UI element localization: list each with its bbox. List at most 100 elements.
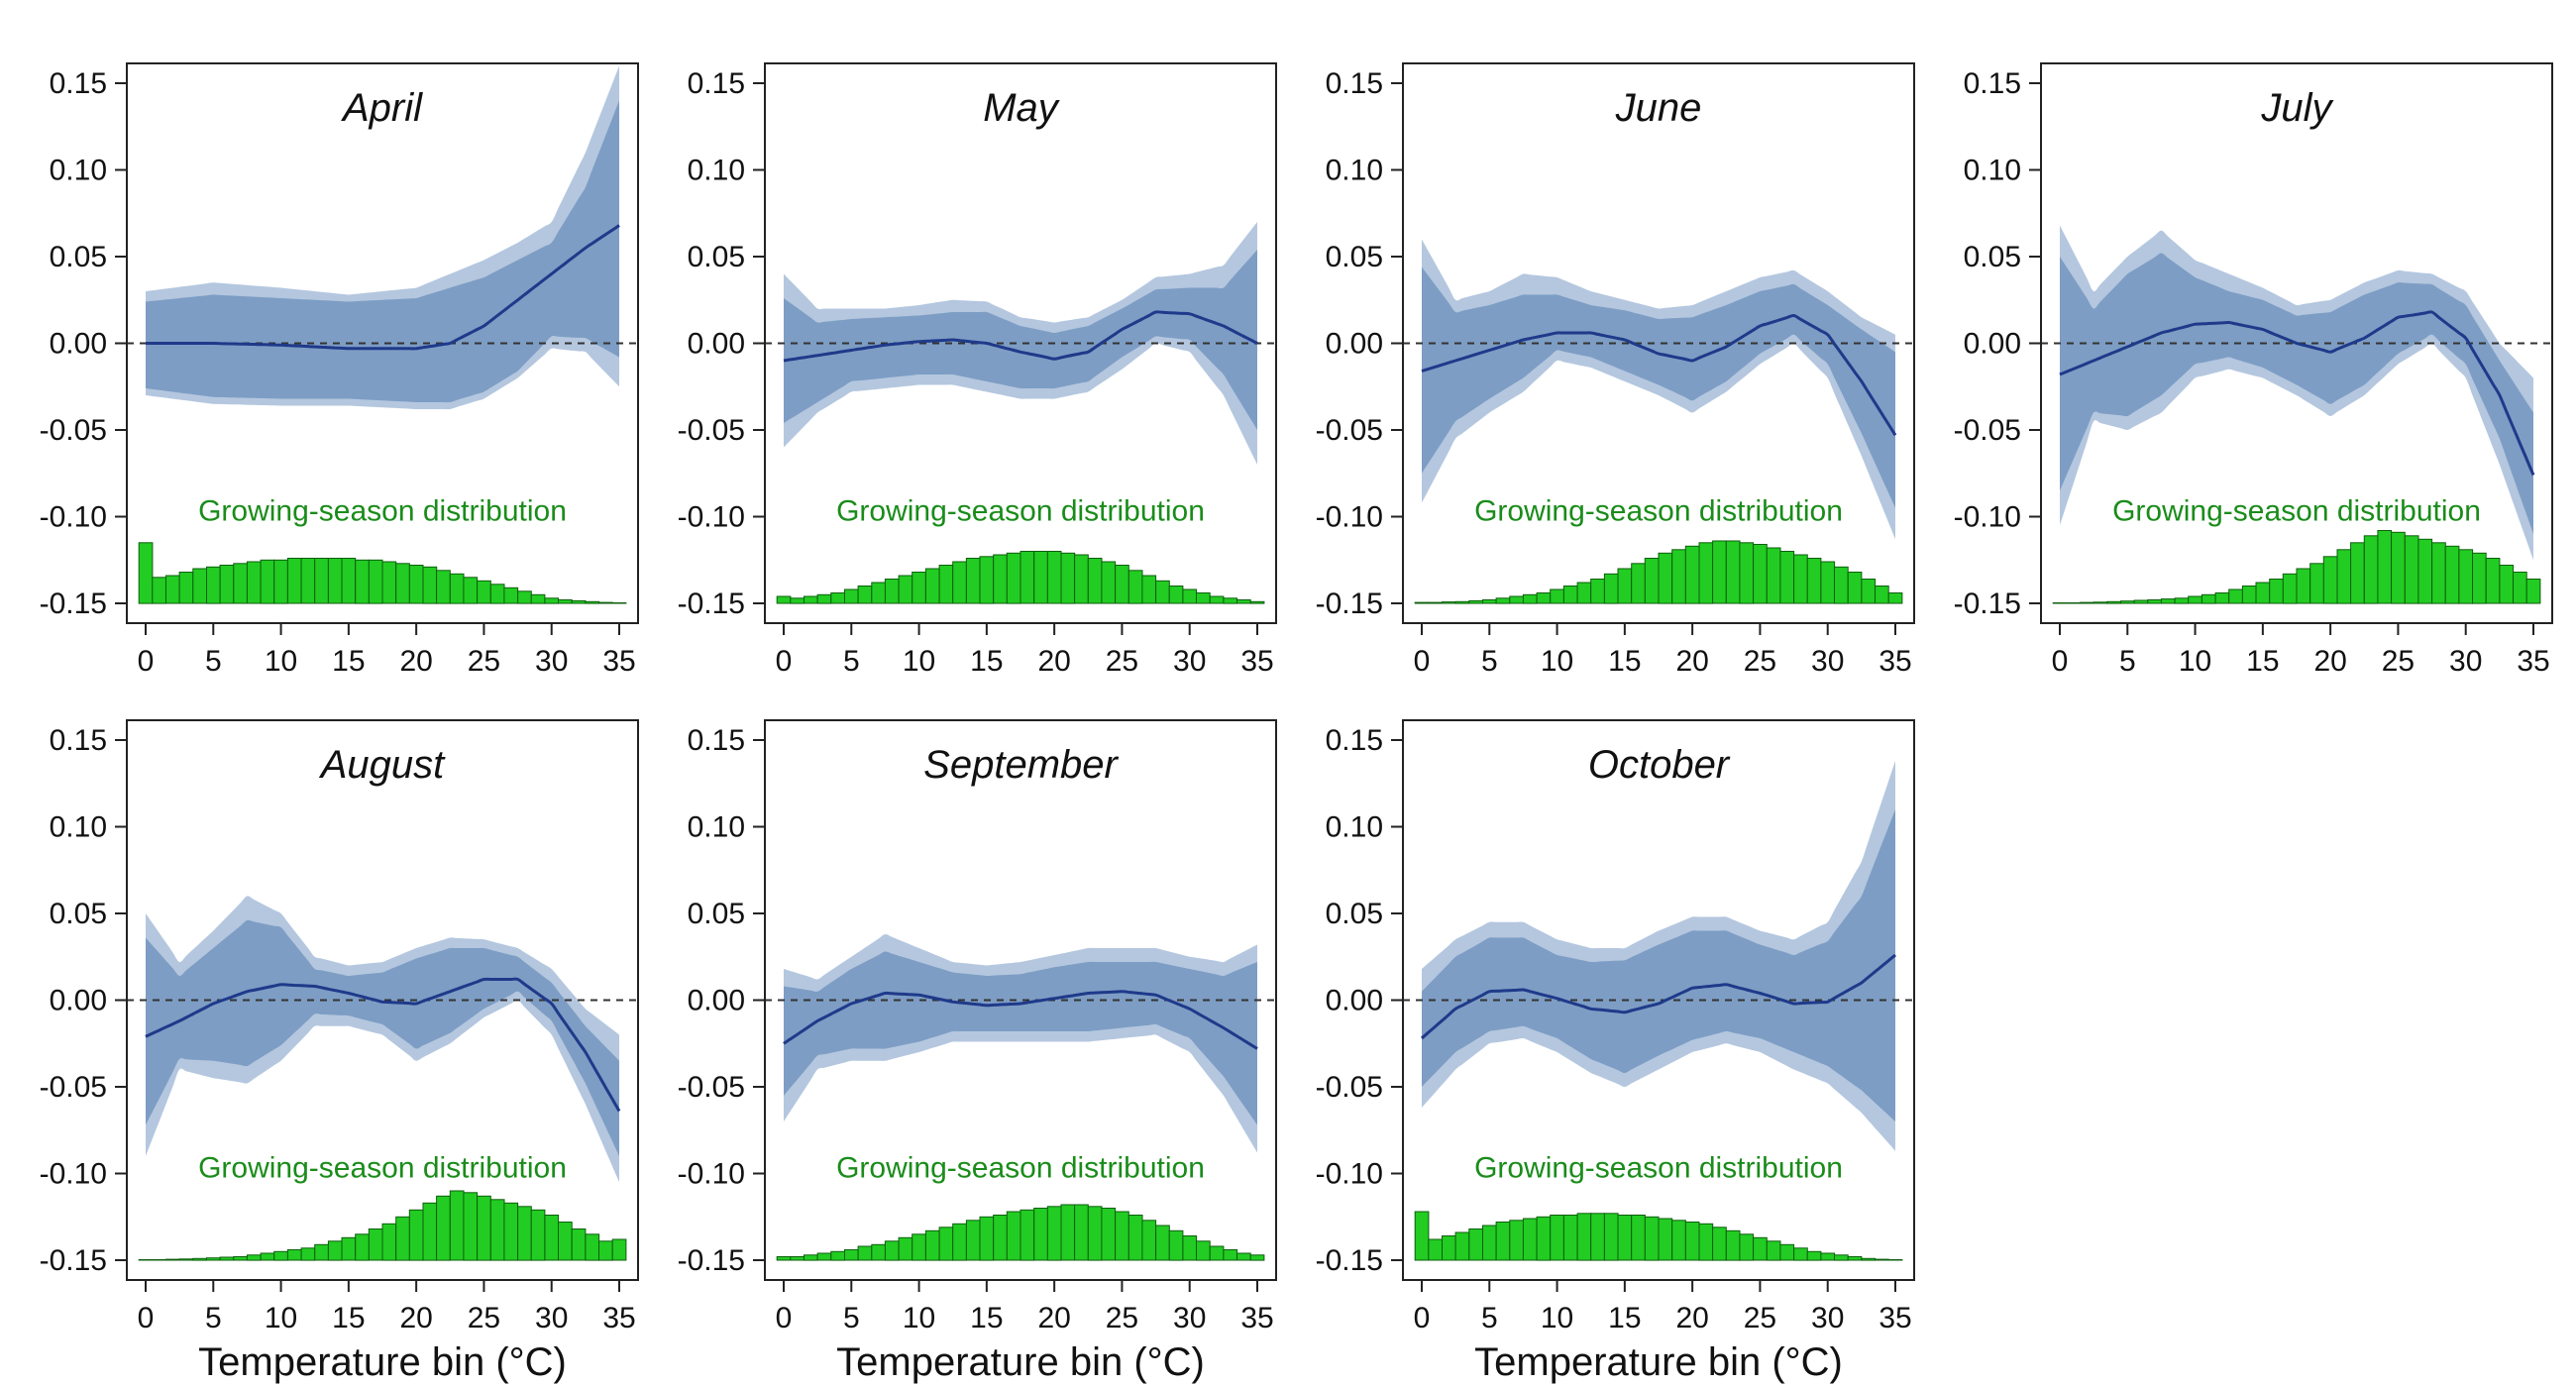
distribution-bar <box>1753 1236 1768 1261</box>
distribution-bar <box>2133 599 2149 604</box>
x-tick-label: 20 <box>2313 645 2346 678</box>
x-tick-label: 0 <box>776 645 793 678</box>
distribution-bar <box>395 1216 410 1261</box>
y-tick-label: 0.05 <box>1326 898 1383 930</box>
x-tick-label: 20 <box>399 1302 432 1334</box>
distribution-bar <box>300 558 316 604</box>
panel-august: -0.15 -0.10 -0.05 0.00 0.05 0.10 0.15 0 5 10 15 20 2… <box>40 719 639 1384</box>
distribution-bar <box>368 1228 383 1261</box>
distribution-bar <box>816 593 832 604</box>
distribution-bar <box>2513 572 2527 604</box>
distribution-bar <box>598 601 613 604</box>
ci90-band <box>1422 809 1895 1121</box>
distribution-bar <box>1236 599 1251 604</box>
y-tick-label: 0.00 <box>1964 328 2021 361</box>
distribution-bar <box>2120 600 2135 604</box>
distribution-bar <box>273 559 288 604</box>
distribution-bar <box>2269 579 2284 604</box>
distribution-bar <box>1020 1209 1035 1261</box>
plot-area <box>127 896 638 1261</box>
distribution-bar <box>2363 535 2379 604</box>
distribution-bar <box>192 568 208 604</box>
distribution-bar <box>571 1228 587 1261</box>
x-tick-label: 35 <box>602 645 635 678</box>
x-tick-label: 35 <box>1878 1302 1911 1334</box>
y-axis: -0.15 -0.10 -0.05 0.00 0.05 0.10 0.15 <box>40 67 127 620</box>
x-tick-label: 15 <box>2246 645 2279 678</box>
distribution-bar <box>1101 561 1117 604</box>
estimate-line <box>2059 310 2535 477</box>
distribution-bar <box>260 1252 275 1261</box>
distribution-bar <box>1060 552 1076 604</box>
distribution-bar <box>1155 1225 1170 1261</box>
y-tick-label: 0.00 <box>50 985 107 1017</box>
distribution-label: Growing-season distribution <box>836 495 1205 528</box>
y-tick-label: 0.10 <box>50 155 107 187</box>
x-tick-label: 10 <box>903 1302 935 1334</box>
distribution-bar <box>273 1250 288 1261</box>
distribution-bar <box>206 1257 221 1261</box>
distribution-bar <box>152 1259 167 1261</box>
ci90-band <box>146 919 619 1156</box>
distribution-bar <box>844 1249 859 1261</box>
distribution-bar <box>1562 1215 1578 1261</box>
distribution-bar <box>776 595 792 604</box>
distribution-bar <box>1020 551 1035 604</box>
x-tick-label: 0 <box>138 645 155 678</box>
y-tick-label: -0.05 <box>40 1071 107 1104</box>
distribution-bar <box>1631 563 1646 604</box>
distribution-bars <box>2052 530 2541 604</box>
distribution-bar <box>1590 579 1605 604</box>
distribution-bar <box>1223 1249 1238 1261</box>
y-tick-label: -0.15 <box>1316 1244 1383 1277</box>
distribution-bar <box>1196 1240 1211 1261</box>
distribution-bar <box>1861 1257 1877 1261</box>
distribution-bar <box>1834 566 1849 604</box>
x-tick-label: 5 <box>2119 645 2136 678</box>
x-axis-title: Temperature bin (°C) <box>836 1340 1205 1384</box>
distribution-bar <box>1658 1218 1673 1261</box>
x-tick-label: 20 <box>1675 645 1708 678</box>
y-tick-label: -0.05 <box>678 1071 745 1104</box>
distribution-bar <box>219 1256 235 1261</box>
distribution-bar <box>979 1216 995 1261</box>
distribution-label: Growing-season distribution <box>198 495 567 528</box>
distribution-bar <box>898 575 913 604</box>
y-tick-label: 0.05 <box>50 241 107 273</box>
y-tick-label: 0.15 <box>1326 67 1383 100</box>
panel-title: July <box>2260 86 2334 130</box>
distribution-bar <box>1115 1211 1129 1261</box>
x-tick-label: 0 <box>1414 645 1431 678</box>
distribution-bar <box>1249 1254 1265 1261</box>
distribution-bar <box>1482 1225 1497 1261</box>
x-axis: 0 5 10 15 20 25 30 35 <box>138 623 636 678</box>
distribution-bar <box>611 602 627 604</box>
distribution-bar <box>1209 595 1225 604</box>
y-tick-label: 0.10 <box>1326 811 1383 844</box>
distribution-bar <box>912 572 926 604</box>
distribution-bar <box>1168 586 1184 604</box>
estimate-line <box>1420 953 1896 1040</box>
distribution-bar <box>489 584 505 604</box>
distribution-bar <box>1887 1259 1903 1261</box>
distribution-bar <box>1603 1213 1619 1261</box>
distribution-bar <box>1509 595 1525 604</box>
distribution-bar <box>206 566 221 604</box>
y-tick-label: 0.10 <box>688 155 745 187</box>
y-tick-label: 0.15 <box>688 67 745 100</box>
x-tick-label: 10 <box>2179 645 2211 678</box>
distribution-bar <box>2391 531 2406 604</box>
distribution-bar <box>1712 540 1727 604</box>
y-tick-label: -0.15 <box>678 1244 745 1277</box>
distribution-bar <box>871 582 886 604</box>
distribution-bar <box>924 568 940 604</box>
distribution-bar <box>544 597 560 604</box>
distribution-bar <box>1887 592 1903 604</box>
y-axis: -0.15 -0.10 -0.05 0.00 0.05 0.10 0.15 <box>1316 724 1403 1277</box>
distribution-bar <box>1550 1215 1564 1261</box>
ci90-band <box>2060 253 2533 534</box>
distribution-bar <box>1684 545 1700 604</box>
y-tick-label: -0.10 <box>678 501 745 534</box>
distribution-bar <box>368 559 383 604</box>
